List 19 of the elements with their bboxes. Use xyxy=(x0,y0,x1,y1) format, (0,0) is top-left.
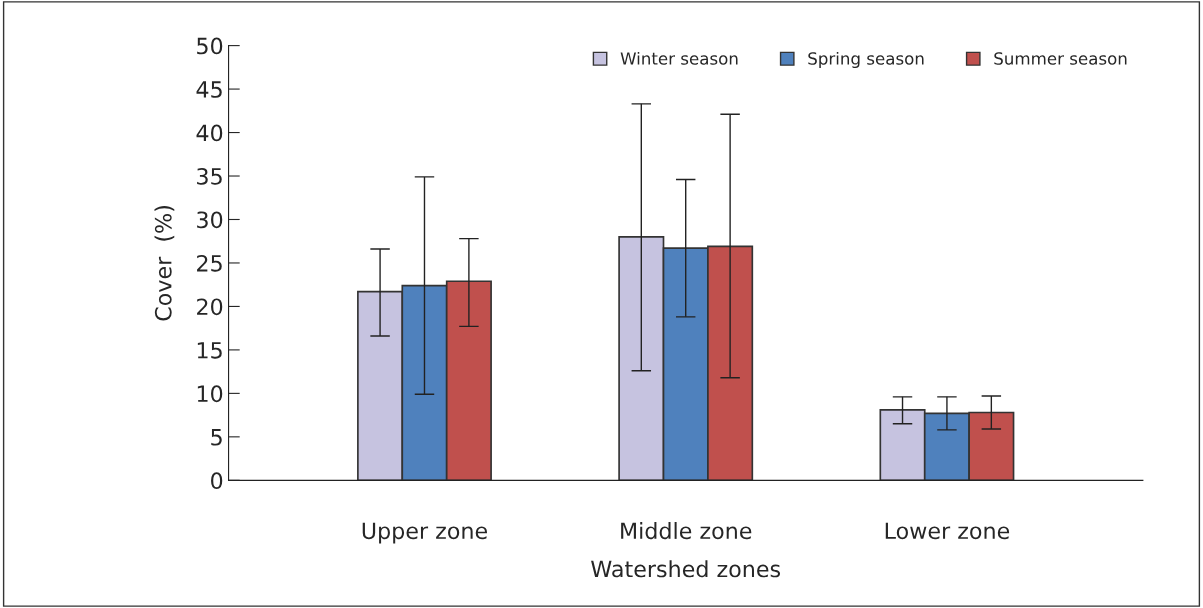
y-tick-label: 25 xyxy=(197,254,222,272)
y-tick-label: 20 xyxy=(197,298,223,316)
y-tick-label: 5 xyxy=(211,429,222,446)
y-tick-label: 45 xyxy=(196,81,222,98)
x-axis-title: Watershed zones xyxy=(591,560,781,578)
x-tick-label: Middle zone xyxy=(621,521,752,540)
legend-label: Summer season xyxy=(994,52,1127,65)
y-tick-label: 35 xyxy=(197,167,222,185)
y-tick-label: 10 xyxy=(197,385,223,403)
y-axis-title: Cover (%) xyxy=(154,206,175,321)
x-tick-label: Lower zone xyxy=(885,522,1010,540)
y-tick-label: 50 xyxy=(197,37,223,55)
y-tick-label: 30 xyxy=(197,211,223,229)
x-tick-label: Upper zone xyxy=(362,522,487,544)
legend-label: Winter season xyxy=(620,51,738,65)
y-tick-label: 0 xyxy=(211,472,223,490)
y-tick-label: 40 xyxy=(196,124,223,142)
legend-label: Spring season xyxy=(808,51,924,69)
y-tick-label: 15 xyxy=(197,342,222,359)
